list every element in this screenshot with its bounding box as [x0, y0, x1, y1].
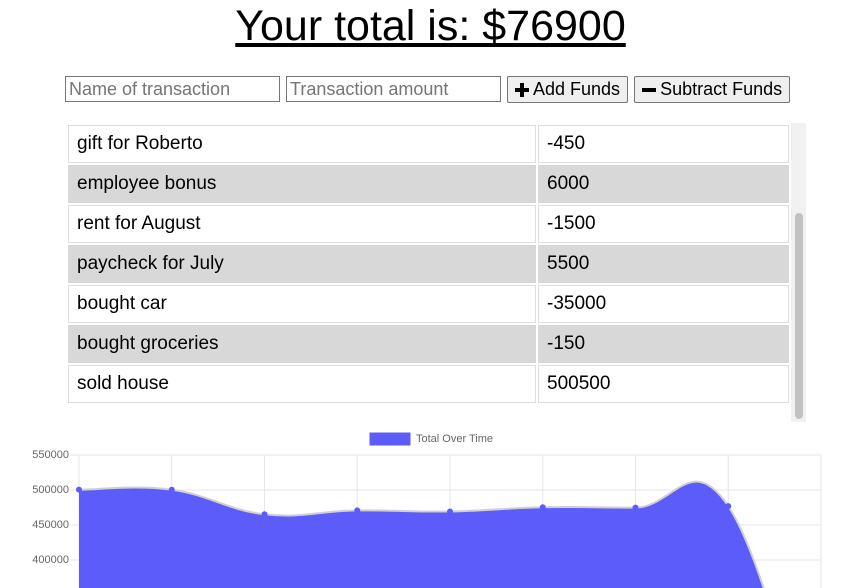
amount-input[interactable] — [286, 76, 501, 102]
subtract-label: Subtract Funds — [660, 79, 783, 99]
y-tick-label: 450000 — [32, 519, 69, 531]
point — [539, 504, 546, 511]
transaction-amount: 6000 — [538, 165, 789, 203]
transaction-form: Add Funds Subtract Funds — [65, 76, 791, 103]
transaction-row: employee bonus 6000 — [68, 165, 789, 203]
transaction-row: bought groceries -150 — [68, 325, 789, 363]
transaction-row: paycheck for July 5500 — [68, 245, 789, 283]
add-label: Add Funds — [533, 79, 621, 99]
transaction-name: employee bonus — [68, 165, 536, 203]
point — [354, 507, 361, 514]
transaction-name: sold house — [68, 365, 536, 403]
minus-icon — [642, 87, 657, 92]
subtract-button[interactable]: Subtract Funds — [634, 76, 791, 103]
legend-swatch — [369, 432, 411, 446]
transaction-row: bought car -35000 — [68, 285, 789, 323]
line — [78, 480, 765, 588]
area — [79, 481, 764, 588]
point — [447, 508, 453, 515]
total-title: Your total is: $76900 — [235, 2, 626, 50]
transaction-name: rent for August — [68, 205, 536, 243]
y-tick-label: 550000 — [32, 449, 69, 461]
scroll-thumb[interactable] — [795, 213, 803, 419]
transaction-amount: 500500 — [538, 365, 789, 403]
transaction-name: gift for Roberto — [68, 125, 536, 163]
chart: 400000 450000 500000 550000 Total Over Time — [32, 432, 822, 588]
point — [261, 511, 268, 518]
transaction-row: sold house 500500 — [68, 365, 789, 403]
point — [725, 503, 732, 510]
transaction-name: bought car — [68, 285, 536, 323]
transaction-name: bought groceries — [68, 325, 536, 363]
point — [168, 486, 175, 493]
name-input[interactable] — [65, 76, 280, 102]
point — [632, 504, 639, 511]
transaction-amount: 5500 — [538, 245, 789, 283]
plus-icon — [515, 82, 529, 97]
y-tick-label: 500000 — [32, 484, 69, 496]
add-button[interactable]: Add Funds — [507, 76, 629, 103]
transaction-row: gift for Roberto -450 — [68, 125, 789, 163]
transaction-table: gift for Roberto -450 employee bonus 6000 re… — [66, 123, 806, 422]
legend-label: Total Over Time — [416, 433, 493, 445]
point — [76, 486, 82, 493]
transaction-amount: -35000 — [538, 285, 789, 323]
y-tick-label: 400000 — [32, 554, 69, 566]
transaction-amount: -1500 — [538, 205, 789, 243]
transaction-amount: -150 — [538, 325, 789, 363]
transaction-amount: -450 — [538, 125, 789, 163]
transaction-name: paycheck for July — [68, 245, 536, 283]
transaction-row: rent for August -1500 — [68, 205, 789, 243]
scrollbar[interactable] — [791, 123, 806, 422]
